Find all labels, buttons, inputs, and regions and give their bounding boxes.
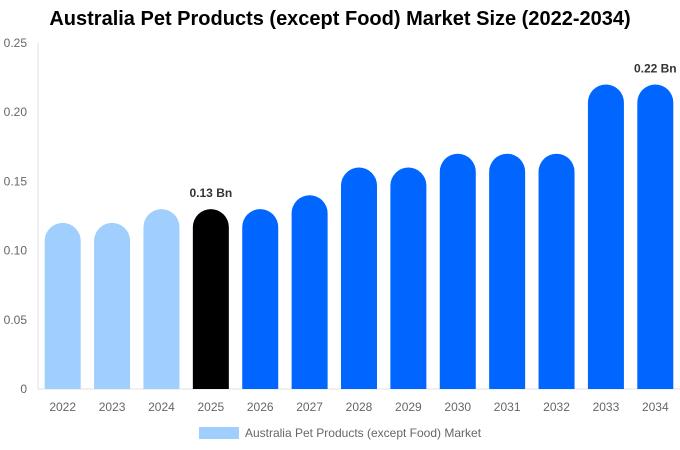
bar-2024 xyxy=(143,209,180,389)
x-tick-label: 2030 xyxy=(444,400,471,414)
legend-label: Australia Pet Products (except Food) Mar… xyxy=(244,426,482,440)
x-tick-label: 2029 xyxy=(395,400,422,414)
y-tick-label: 0.05 xyxy=(4,313,28,327)
y-tick-label: 0.10 xyxy=(4,244,28,258)
bar-2022 xyxy=(44,222,81,389)
bar-2027 xyxy=(291,195,328,389)
bar-2023 xyxy=(94,222,131,389)
y-tick-label: 0.25 xyxy=(4,36,28,50)
x-tick-label: 2033 xyxy=(593,400,620,414)
bar-2032 xyxy=(538,153,575,389)
bar-2034 xyxy=(637,84,674,390)
y-tick-label: 0.20 xyxy=(4,105,28,119)
data-label: 0.13 Bn xyxy=(190,186,233,200)
x-tick-label: 2023 xyxy=(99,400,126,414)
bar-2026 xyxy=(242,209,279,389)
x-tick-label: 2022 xyxy=(49,400,76,414)
legend: Australia Pet Products (except Food) Mar… xyxy=(0,426,680,440)
x-tick-label: 2026 xyxy=(247,400,274,414)
legend-swatch xyxy=(198,427,239,439)
bar-2029 xyxy=(390,167,427,389)
bar-2031 xyxy=(489,153,526,389)
x-tick-label: 2028 xyxy=(346,400,373,414)
data-label: 0.22 Bn xyxy=(634,62,677,76)
bar-2028 xyxy=(341,167,377,389)
x-tick-label: 2032 xyxy=(543,400,570,414)
x-tick-label: 2025 xyxy=(197,400,224,414)
x-tick-label: 2027 xyxy=(296,400,323,414)
chart-title: Australia Pet Products (except Food) Mar… xyxy=(49,8,631,30)
bar-2030 xyxy=(439,153,476,389)
y-tick-label: 0.15 xyxy=(4,174,28,188)
bar-2025 xyxy=(192,209,229,389)
x-tick-label: 2034 xyxy=(642,400,669,414)
x-tick-label: 2031 xyxy=(494,400,521,414)
bar-2033 xyxy=(587,84,624,390)
x-tick-label: 2024 xyxy=(148,400,175,414)
y-tick-label: 0 xyxy=(20,382,27,396)
